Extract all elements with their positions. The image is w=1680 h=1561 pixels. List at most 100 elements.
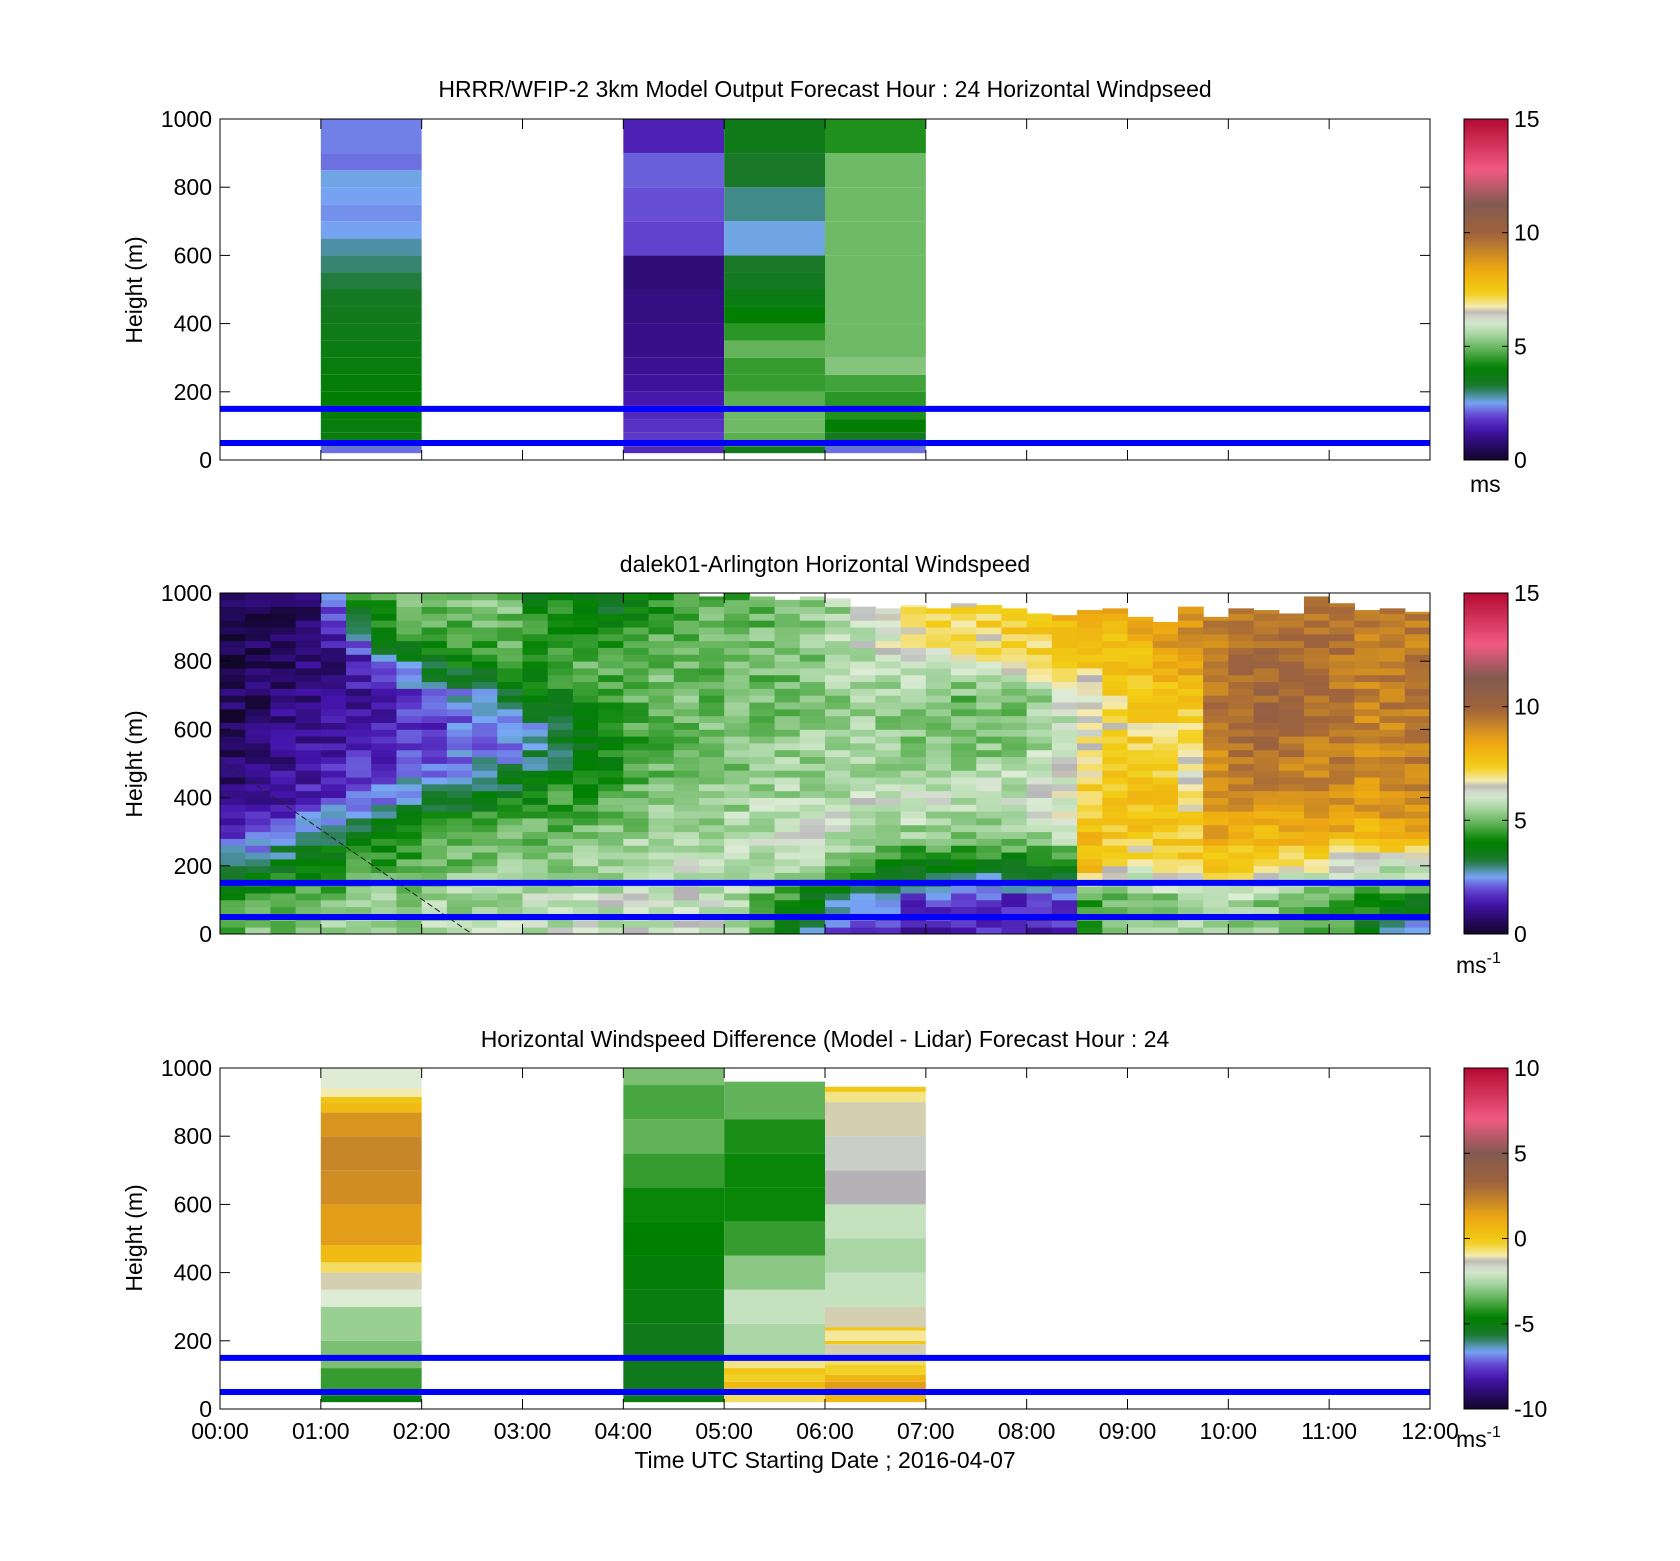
heatmap-cell — [673, 872, 700, 880]
heatmap-cell — [1303, 770, 1330, 778]
colorbar-tick-label: 5 — [1514, 1140, 1527, 1166]
heatmap-cell — [497, 763, 524, 771]
heatmap-cell — [1404, 852, 1430, 860]
heatmap-cell — [900, 688, 927, 696]
heatmap-cell — [421, 920, 448, 928]
heatmap-cell — [346, 865, 372, 874]
heatmap-cell — [320, 722, 347, 730]
x-tick-label: 06:00 — [796, 1418, 854, 1444]
heatmap-cell — [446, 872, 473, 880]
heatmap-cell — [472, 865, 498, 874]
heatmap-cell — [724, 255, 825, 273]
heatmap-cell — [1051, 893, 1078, 901]
heatmap-cell — [724, 838, 750, 846]
heatmap-cell — [1379, 654, 1406, 662]
heatmap-cell — [1077, 845, 1103, 853]
heatmap-cell — [245, 654, 272, 662]
heatmap-cell — [976, 763, 1003, 771]
heatmap-cell — [472, 797, 498, 805]
y-tick-label: 600 — [174, 716, 212, 742]
x-tick-label: 12:00 — [1401, 1418, 1459, 1444]
heatmap-cell — [598, 681, 624, 689]
heatmap-cell — [1127, 661, 1154, 669]
heatmap-cell — [1001, 681, 1028, 689]
heatmap-cell — [850, 743, 877, 751]
y-tick-label: 0 — [199, 447, 212, 473]
heatmap-cell — [951, 633, 977, 642]
heatmap-cell — [875, 824, 902, 833]
heatmap-cell — [245, 920, 272, 928]
reference-lines — [220, 879, 1430, 920]
heatmap-cell — [623, 640, 650, 648]
heatmap-cell — [371, 852, 398, 860]
heatmap-cell — [1354, 927, 1381, 934]
heatmap-cell — [446, 899, 473, 908]
heatmap-cell — [1253, 763, 1280, 771]
heatmap-cell — [371, 756, 398, 764]
heatmap-cell — [1329, 729, 1355, 737]
heatmap-cell — [774, 620, 801, 628]
heatmap-cell — [1127, 783, 1154, 792]
y-tick-label: 800 — [174, 1123, 212, 1149]
heatmap-cell — [1026, 818, 1053, 826]
heatmap-cell — [1127, 886, 1154, 894]
heatmap-cell — [1077, 749, 1103, 758]
heatmap-cell — [1152, 749, 1179, 758]
heatmap-cell — [724, 688, 750, 696]
heatmap-cell — [547, 831, 574, 839]
heatmap-cell — [598, 920, 624, 928]
heatmap-cell — [1278, 777, 1305, 785]
heatmap-cell — [396, 804, 423, 812]
heatmap-cell — [245, 681, 272, 689]
heatmap-cell — [1001, 674, 1028, 683]
heatmap-cell — [1329, 633, 1355, 642]
heatmap-cell — [875, 749, 902, 758]
heatmap-cell — [1329, 661, 1355, 669]
heatmap-cell — [245, 858, 272, 867]
heatmap-cell — [951, 865, 977, 874]
heatmap-cell — [1228, 818, 1255, 826]
heatmap-cell — [875, 783, 902, 792]
heatmap-cell — [673, 777, 700, 785]
heatmap-cell — [320, 763, 347, 771]
heatmap-cell — [497, 729, 524, 737]
heatmap-cell — [1354, 688, 1381, 696]
heatmap-cell — [799, 743, 826, 751]
heatmap-cell — [1127, 736, 1154, 744]
heatmap-cell — [220, 749, 246, 758]
heatmap-cell — [875, 838, 902, 846]
heatmap-cell — [825, 858, 851, 867]
heatmap-cell — [547, 770, 574, 778]
heatmap-cell — [1379, 749, 1406, 758]
heatmap-cell — [1051, 661, 1078, 669]
heatmap-cell — [547, 777, 574, 785]
heatmap-cell — [749, 756, 776, 764]
heatmap-cell — [346, 899, 372, 908]
heatmap-cell — [724, 1081, 825, 1120]
heatmap-cell — [547, 743, 574, 751]
heatmap-cell — [925, 838, 952, 846]
heatmap-cell — [1404, 647, 1430, 655]
heatmap-cell — [850, 824, 877, 833]
heatmap-cell — [623, 1323, 725, 1358]
heatmap-cell — [724, 419, 825, 433]
heatmap-cell — [472, 920, 498, 928]
heatmap-cell — [648, 818, 675, 826]
heatmap-cell — [1177, 804, 1204, 812]
heatmap-cell — [320, 374, 422, 392]
heatmap-cell — [724, 1395, 825, 1403]
heatmap-cell — [371, 872, 398, 880]
heatmap-cell — [1253, 886, 1280, 894]
heatmap-cell — [1354, 620, 1381, 628]
heatmap-cell — [371, 593, 398, 601]
heatmap-cell — [976, 927, 1003, 934]
heatmap-cell — [598, 695, 624, 703]
heatmap-cell — [749, 743, 776, 751]
heatmap-cell — [320, 633, 347, 642]
heatmap-cell — [825, 702, 851, 710]
heatmap-cell — [1102, 777, 1129, 785]
heatmap-cell — [976, 702, 1003, 710]
heatmap-cell — [799, 893, 826, 901]
heatmap-cell — [522, 899, 549, 908]
